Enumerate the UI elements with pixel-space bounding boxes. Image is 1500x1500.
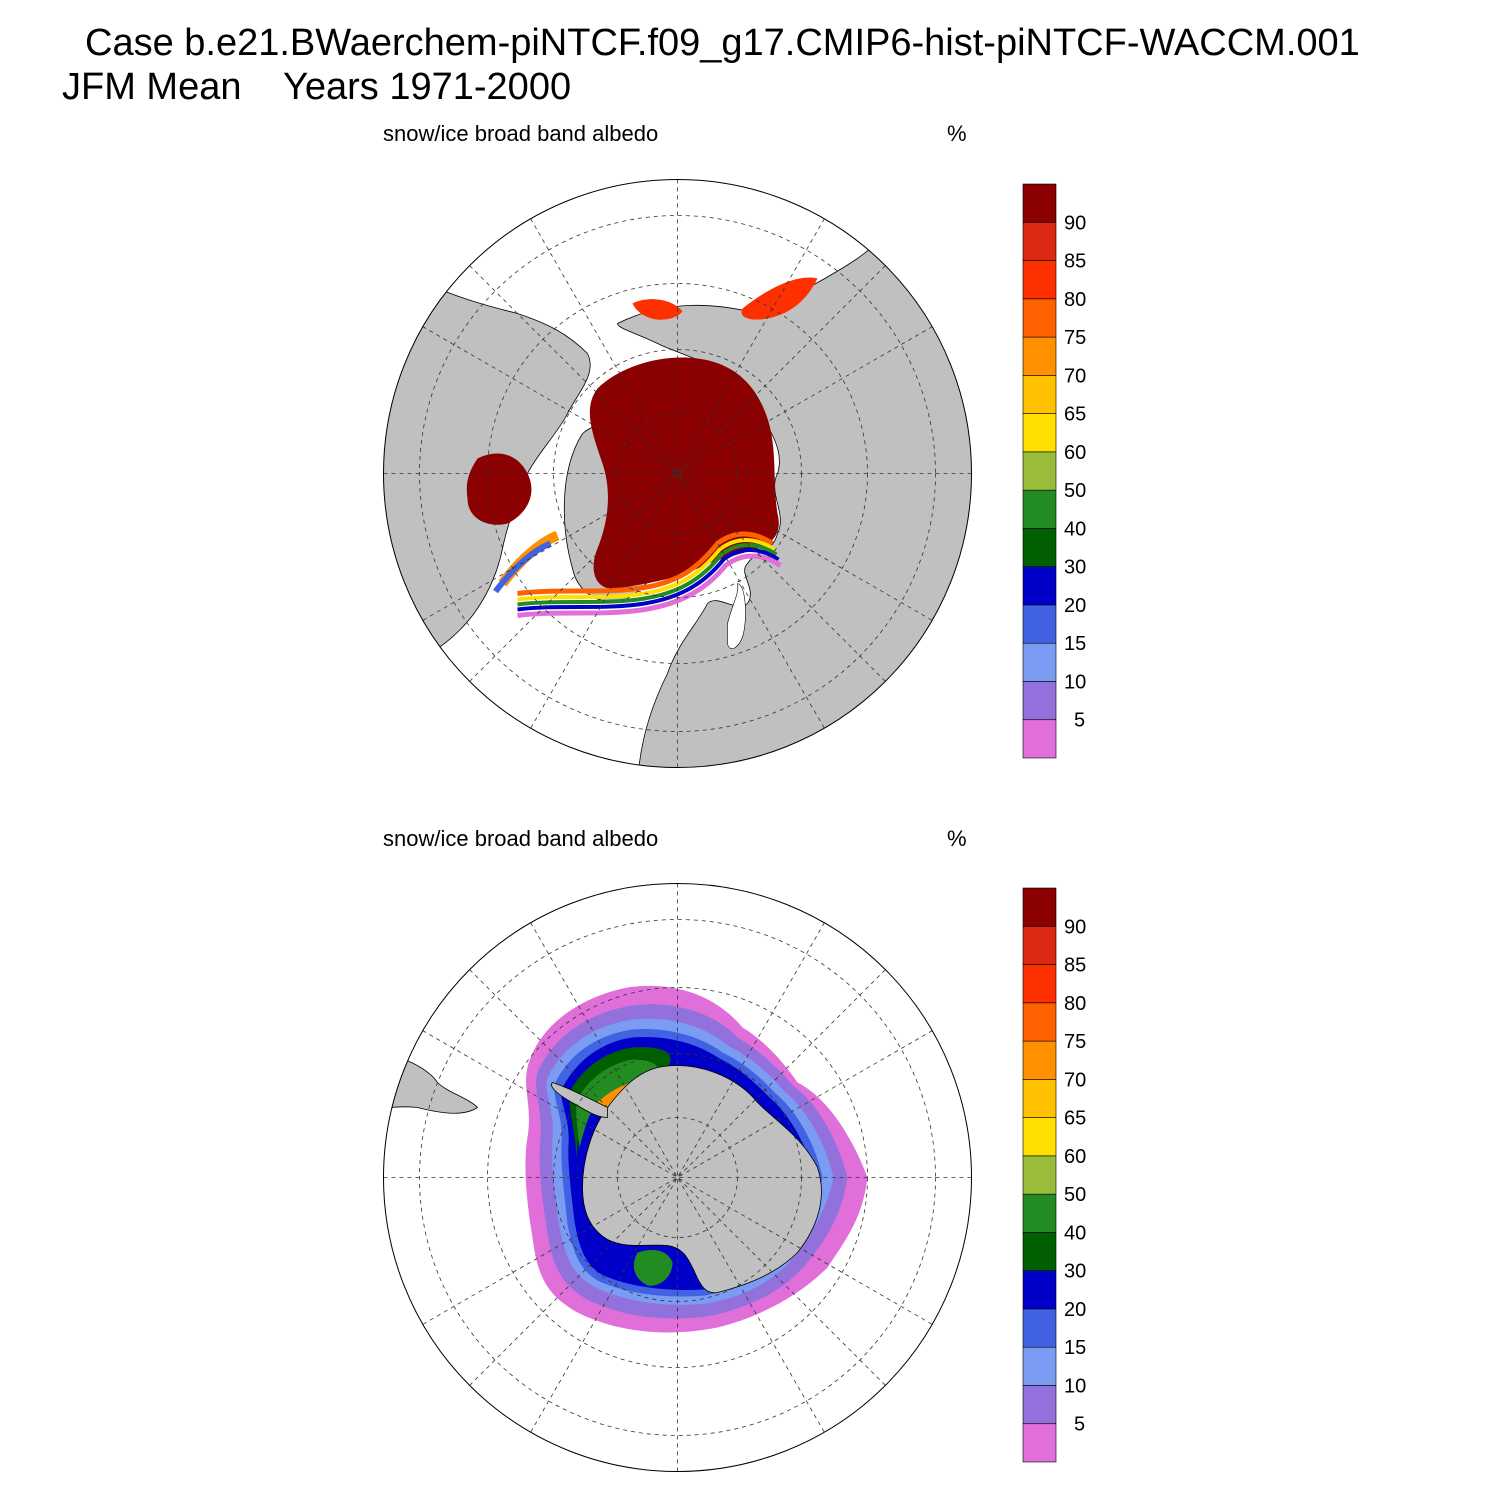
colorbar-tick-label: 65 (1064, 404, 1086, 426)
south-polar-map (383, 883, 972, 1472)
colorbar-swatch (1022, 1308, 1057, 1348)
colorbar-swatch (1022, 642, 1057, 682)
colorbar-tick-label: 20 (1064, 595, 1086, 617)
colorbar-tick-label: 60 (1064, 1146, 1086, 1168)
colorbar-tick-label: 90 (1064, 916, 1086, 938)
ice-edge-band-green (517, 543, 778, 607)
colorbar-swatch (1022, 336, 1057, 376)
ice-edge-band-orange (517, 531, 774, 596)
colorbar-swatch (1022, 604, 1057, 644)
arctic-sea-ice (589, 357, 779, 589)
colorbar-tick-label: 20 (1064, 1299, 1086, 1321)
ice-edge-band-blue (517, 548, 780, 612)
colorbar-tick-label: 80 (1064, 993, 1086, 1015)
colorbar-swatch (1022, 413, 1057, 453)
colorbar-tick-label: 15 (1064, 633, 1086, 655)
ice-edge-band-yellow (517, 538, 776, 602)
labrador-ice-edge-outer (493, 540, 552, 594)
colorbar-tick-label: 30 (1064, 1261, 1086, 1283)
colorbar-tick-label: 70 (1064, 365, 1086, 387)
antarctic-peninsula (551, 1082, 608, 1118)
baltic-sea (727, 583, 746, 649)
colorbar-swatch (1022, 964, 1057, 1004)
colorbar-swatch (1022, 1155, 1057, 1195)
colorbar-swatch (1022, 1002, 1057, 1042)
colorbar-swatch (1022, 221, 1057, 261)
hudson-bay-ice (466, 453, 532, 525)
colorbar-swatch (1022, 1040, 1057, 1080)
graticule (383, 883, 972, 1472)
colorbar-tick-label: 60 (1064, 442, 1086, 464)
colorbar-swatch (1022, 681, 1057, 721)
figure-title: Case b.e21.BWaerchem-piNTCF.f09_g17.CMIP… (85, 22, 1360, 64)
colorbar-tick-label: 90 (1064, 212, 1086, 234)
map-border (383, 883, 972, 1472)
colorbar-tick-label: 75 (1064, 327, 1086, 349)
colorbar-tick-label: 5 (1074, 710, 1085, 732)
colorbar-tick-label: 5 (1074, 1414, 1085, 1436)
okhotsk-sea-ice (741, 277, 818, 320)
colorbar-tick-label: 10 (1064, 671, 1086, 693)
map-border (383, 179, 972, 768)
colorbar-tick-label: 70 (1064, 1069, 1086, 1091)
colorbar-swatch (1022, 887, 1057, 927)
colorbar-tick-label: 30 (1064, 557, 1086, 579)
colorbar-tick-label: 10 (1064, 1375, 1086, 1397)
colorbar-tick-label: 75 (1064, 1031, 1086, 1053)
panel-north-units: % (947, 121, 967, 146)
colorbar-swatch (1022, 1346, 1057, 1386)
colorbar-swatch (1022, 298, 1057, 338)
colorbar-swatch (1022, 566, 1057, 606)
ice-edge-band-violet (517, 553, 782, 618)
colorbar-south: 5 10 15 20 30 40 50 60 65 70 75 80 85 90 (1022, 887, 1086, 1463)
colorbar-swatch (1022, 1193, 1057, 1233)
colorbar-swatch (1022, 925, 1057, 965)
figure-subtitle: JFM Mean Years 1971-2000 (62, 66, 572, 108)
colorbar-swatch (1022, 1232, 1057, 1271)
colorbar-tick-label: 80 (1064, 289, 1086, 311)
colorbar-tick-label: 85 (1064, 251, 1086, 273)
colorbar-swatch (1022, 1270, 1057, 1310)
north-polar-map (383, 179, 972, 768)
colorbar-tick-label: 15 (1064, 1337, 1086, 1359)
panel-south-units: % (947, 826, 967, 851)
colorbar-swatch (1022, 260, 1057, 300)
colorbar-swatch (1022, 1423, 1057, 1463)
colorbar-tick-label: 85 (1064, 955, 1086, 977)
colorbar-tick-label: 50 (1064, 480, 1086, 502)
panel-south-variable-label: snow/ice broad band albedo (383, 826, 659, 851)
colorbar-swatch (1022, 528, 1057, 567)
colorbar-swatch (1022, 719, 1057, 759)
graticule (383, 179, 972, 768)
colorbar-swatch (1022, 1079, 1057, 1118)
colorbar-north: 5 10 15 20 30 40 50 60 65 70 75 80 85 90 (1022, 183, 1086, 759)
colorbar-swatch (1022, 489, 1057, 529)
colorbar-swatch (1022, 183, 1057, 223)
colorbar-tick-label: 65 (1064, 1108, 1086, 1130)
bering-sea-ice (632, 299, 683, 320)
panel-north-variable-label: snow/ice broad band albedo (383, 121, 659, 146)
colorbar-swatch (1022, 451, 1057, 491)
ross-sea-green (633, 1249, 673, 1286)
colorbar-swatch (1022, 375, 1057, 414)
colorbar-tick-label: 40 (1064, 518, 1086, 540)
colorbar-swatch (1022, 1385, 1057, 1425)
colorbar-tick-label: 50 (1064, 1184, 1086, 1206)
colorbar-swatch (1022, 1117, 1057, 1157)
colorbar-tick-label: 40 (1064, 1222, 1086, 1244)
antarctica (582, 1065, 822, 1294)
